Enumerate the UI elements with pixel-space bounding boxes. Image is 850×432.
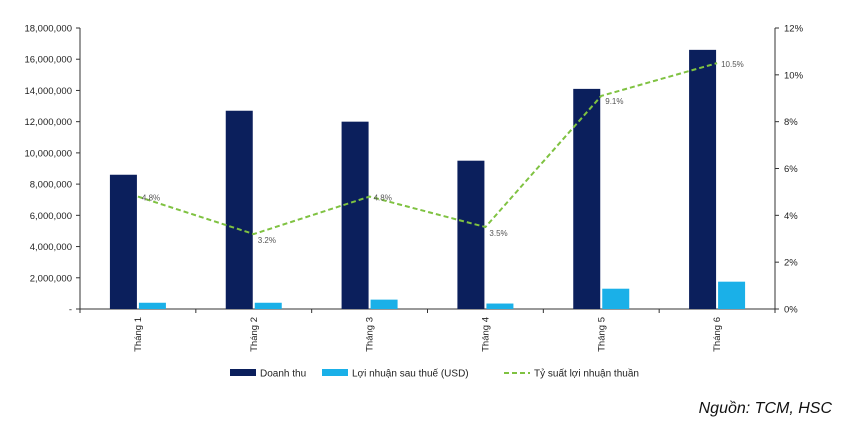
legend-label: Tỷ suất lợi nhuận thuần — [534, 368, 639, 380]
legend-swatch — [322, 369, 348, 376]
bar-doanh-thu — [457, 160, 485, 309]
source-note: Nguồn: TCM, HSC — [698, 400, 832, 417]
y-left-tick-label: 6,000,000 — [30, 211, 72, 222]
y-left-tick-label: 10,000,000 — [24, 148, 72, 159]
y-right-tick-label: 10% — [784, 70, 804, 81]
bar-doanh-thu — [109, 174, 137, 309]
y-right-tick-label: 8% — [784, 117, 798, 128]
y-left-tick-label: 14,000,000 — [24, 86, 72, 97]
bar-loi-nhuan — [138, 302, 166, 309]
y-left-tick-label: 16,000,000 — [24, 55, 72, 66]
y-left-tick-label: 4,000,000 — [30, 242, 72, 253]
x-tick-label: Tháng 5 — [596, 317, 607, 352]
x-tick-label: Tháng 6 — [712, 317, 723, 352]
x-tick-label: Tháng 3 — [365, 317, 376, 352]
bar-doanh-thu — [225, 110, 253, 309]
legend-label: Lợi nhuận sau thuế (USD) — [352, 368, 469, 380]
bar-doanh-thu — [573, 88, 601, 309]
x-tick-label: Tháng 2 — [249, 317, 260, 352]
legend-label: Doanh thu — [260, 369, 306, 380]
bar-doanh-thu — [341, 121, 369, 310]
y-right-tick-label: 12% — [784, 24, 804, 35]
bar-loi-nhuan — [370, 299, 398, 309]
line-data-label: 3.5% — [489, 229, 507, 238]
y-right-tick-label: 4% — [784, 211, 798, 222]
line-data-label: 4.8% — [142, 194, 160, 203]
x-tick-label: Tháng 4 — [480, 317, 491, 352]
legend-swatch — [230, 369, 256, 376]
line-data-label: 10.5% — [721, 60, 744, 69]
line-data-label: 3.2% — [258, 236, 276, 245]
line-data-label: 4.8% — [374, 194, 392, 203]
y-right-tick-label: 2% — [784, 258, 798, 269]
line-data-label: 9.1% — [605, 97, 623, 106]
bar-loi-nhuan — [718, 281, 746, 309]
y-left-tick-label: 2,000,000 — [30, 273, 72, 284]
bar-loi-nhuan — [602, 288, 630, 309]
y-left-tick-label: 8,000,000 — [30, 180, 72, 191]
x-tick-label: Tháng 1 — [133, 317, 144, 352]
y-left-tick-label: - — [69, 305, 72, 316]
bar-loi-nhuan — [486, 303, 514, 309]
bar-doanh-thu — [689, 49, 717, 309]
y-right-tick-label: 0% — [784, 305, 798, 316]
y-right-tick-label: 6% — [784, 164, 798, 175]
line-ty-suat — [137, 62, 718, 236]
y-left-tick-label: 12,000,000 — [24, 117, 72, 128]
y-left-tick-label: 18,000,000 — [24, 24, 72, 35]
bar-loi-nhuan — [254, 302, 282, 309]
